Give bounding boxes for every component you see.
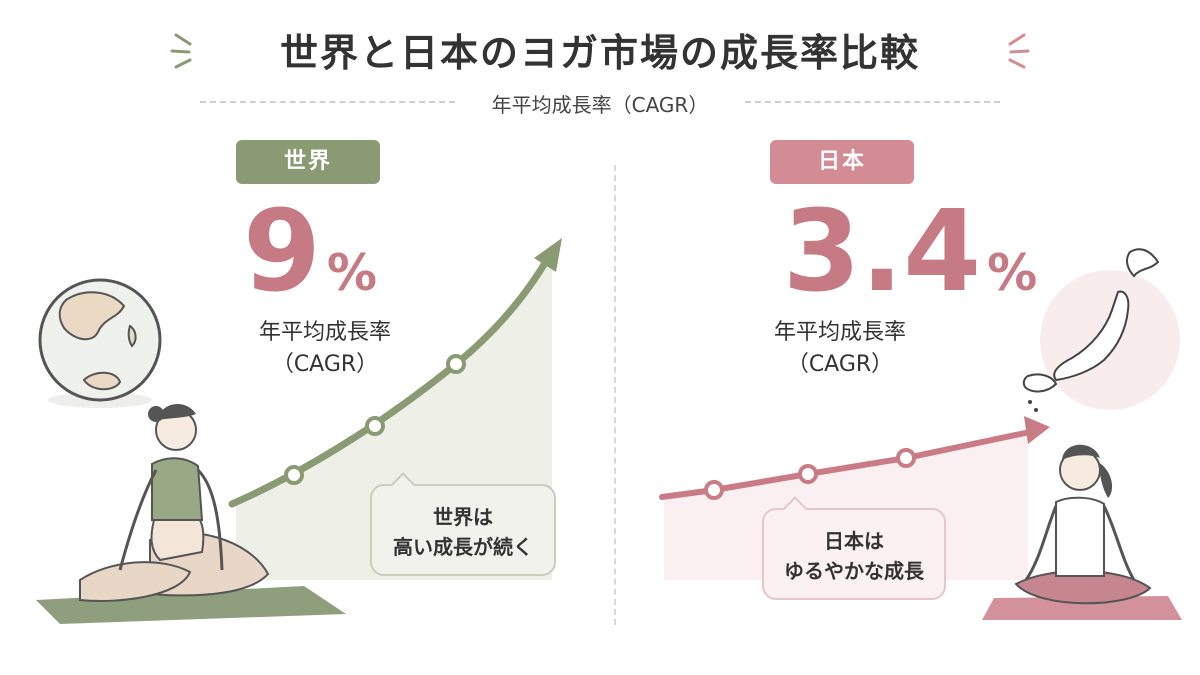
world-arrow-head-icon xyxy=(534,238,562,272)
japan-point-1 xyxy=(704,480,724,500)
world-value-number: 9 xyxy=(242,187,321,317)
world-yoga-woman-illustration xyxy=(36,403,346,624)
japan-bubble-line1: 日本は xyxy=(824,529,884,553)
japan-point-2 xyxy=(798,464,818,484)
japan-cagr-label: 年平均成長率（CAGR） xyxy=(773,320,906,377)
japan-map-icon xyxy=(1022,248,1180,412)
japan-arrow-head-icon xyxy=(1024,416,1050,444)
subtitle-divider-right xyxy=(745,101,1000,103)
page-subtitle: 年平均成長率（CAGR） xyxy=(491,93,709,117)
japan-yoga-woman-illustration xyxy=(982,444,1182,620)
japan-cagr-value: 3.4% xyxy=(600,196,1200,308)
world-cagr-label: 年平均成長率（CAGR） xyxy=(258,320,391,377)
japan-badge: 日本 xyxy=(770,140,914,184)
world-bubble-line1: 世界は xyxy=(433,505,493,529)
world-value-unit: % xyxy=(326,244,378,302)
sparkle-left-icon xyxy=(170,33,192,69)
japan-value-number: 3.4 xyxy=(782,187,982,317)
world-point-1 xyxy=(284,465,304,485)
center-divider xyxy=(614,165,616,625)
world-point-3 xyxy=(446,354,466,374)
world-bubble-line2: 高い成長が続く xyxy=(393,535,533,559)
japan-value-unit: % xyxy=(987,244,1038,302)
japan-speech-bubble: 日本は ゆるやかな成長 xyxy=(762,496,946,600)
world-speech-bubble: 世界は 高い成長が続く xyxy=(370,472,556,576)
world-badge: 世界 xyxy=(236,140,380,184)
japan-point-3 xyxy=(896,448,916,468)
world-point-2 xyxy=(365,416,385,436)
world-cagr-value: 9% xyxy=(0,196,620,308)
subtitle-divider-left xyxy=(200,101,455,103)
page-title: 世界と日本のヨガ市場の成長率比較 xyxy=(279,31,920,75)
globe-icon xyxy=(38,278,162,408)
japan-bubble-line2: ゆるやかな成長 xyxy=(784,559,924,583)
sparkle-right-icon xyxy=(1008,33,1030,69)
